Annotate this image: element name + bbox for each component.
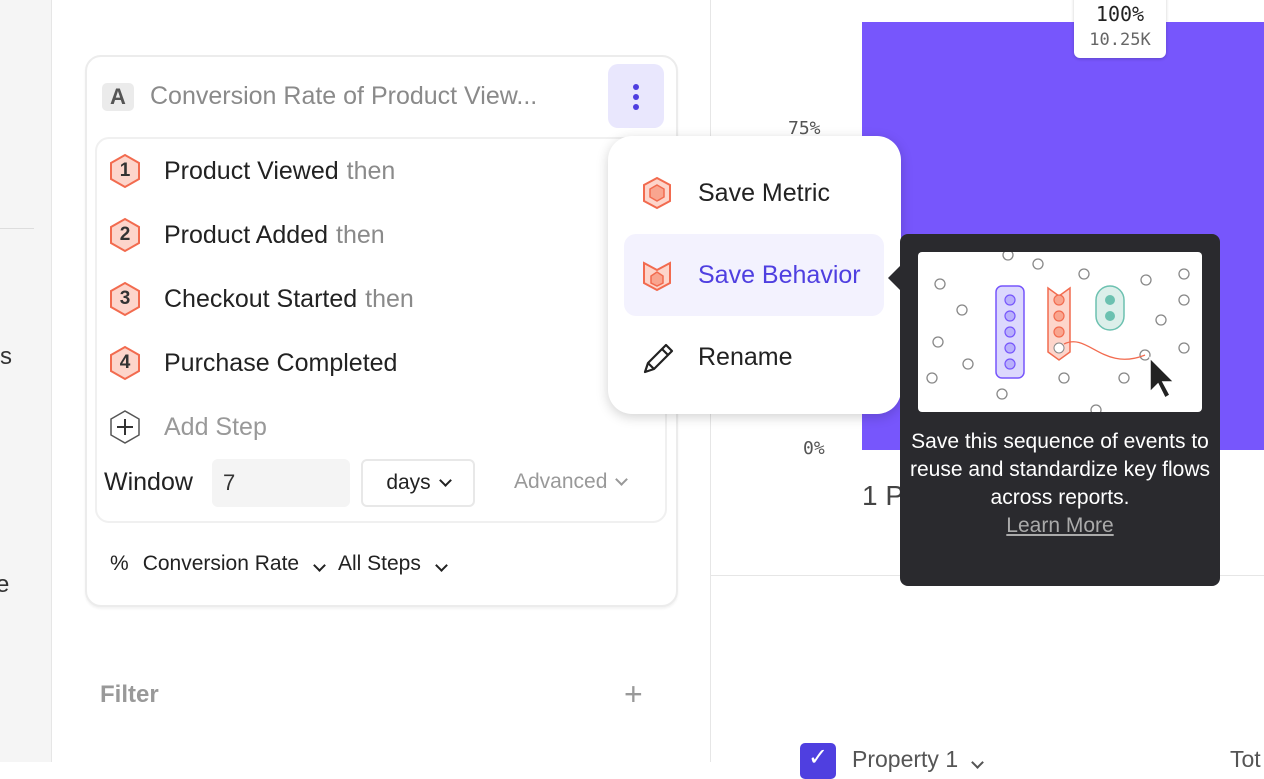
step-suffix: then [365, 284, 414, 313]
options-menu: Save Metric Save Behavior Rename [608, 136, 901, 414]
y-tick: 0% [803, 438, 825, 459]
step-number-icon: 2 [108, 217, 142, 253]
behavior-illustration [918, 252, 1202, 412]
measure-value: Conversion Rate [142, 552, 300, 575]
tooltip-text: Save this sequence of events to reuse an… [910, 430, 1210, 509]
window-unit-select[interactable]: days [361, 459, 475, 507]
menu-item-label: Rename [698, 342, 793, 371]
step-suffix: then [346, 156, 396, 185]
nav-item-fragment[interactable]: s [0, 343, 12, 370]
step-number-icon: 1 [108, 153, 142, 189]
metric-letter-badge: A [102, 83, 134, 111]
menu-item-label: Save Behavior [698, 260, 861, 289]
chevron-down-icon [434, 559, 448, 572]
behavior-tooltip: Save this sequence of events to reuse an… [900, 234, 1220, 586]
behavior-icon [643, 261, 671, 292]
property-column-header[interactable]: Property 1 [852, 746, 984, 773]
menu-item-save-metric[interactable]: Save Metric [624, 152, 884, 234]
left-nav: s e [0, 0, 52, 762]
step-item[interactable]: 1 Product Viewed then [108, 153, 395, 189]
bar-percent: 100% [1095, 2, 1145, 26]
total-column-header: Tot [1230, 746, 1261, 772]
steps-scope-value: All Steps [337, 552, 421, 575]
step-name: Purchase Completed [164, 348, 398, 377]
percent-icon: % [110, 552, 129, 575]
chevron-down-icon [615, 472, 629, 486]
bar-count: 10.25K [1089, 30, 1151, 50]
more-options-button[interactable] [608, 64, 664, 128]
steps-scope-select[interactable]: All Steps [337, 552, 448, 576]
menu-item-save-behavior[interactable]: Save Behavior [624, 234, 884, 316]
menu-item-label: Save Metric [698, 178, 830, 207]
step-item[interactable]: 2 Product Added then [108, 217, 385, 253]
step-number-icon: 3 [108, 281, 142, 317]
nav-divider [0, 228, 34, 229]
metric-hex-icon [643, 176, 671, 210]
chevron-down-icon [970, 756, 984, 769]
chevron-down-icon [313, 559, 326, 572]
property-checkbox[interactable]: ✓ [800, 743, 836, 779]
step-number-icon: 4 [108, 345, 142, 381]
window-input[interactable] [212, 459, 350, 507]
add-filter-button[interactable]: + [624, 676, 643, 712]
add-step-label: Add Step [164, 412, 267, 441]
bar-label: 100% 10.25K [1074, 0, 1166, 58]
add-hex-icon [108, 409, 142, 445]
advanced-toggle[interactable]: Advanced [514, 470, 629, 494]
filter-label: Filter [100, 681, 159, 708]
measure-row: % Conversion Rate All Steps [110, 552, 448, 576]
window-label: Window [104, 468, 193, 496]
step-item[interactable]: 3 Checkout Started then [108, 281, 414, 317]
kebab-dot [633, 104, 639, 110]
pencil-icon [643, 343, 674, 374]
step-name: Checkout Started [164, 284, 358, 313]
add-step-button[interactable]: Add Step [108, 409, 267, 445]
step-suffix: then [336, 220, 385, 249]
cursor-icon [1149, 356, 1176, 400]
metric-card [85, 55, 678, 607]
kebab-dot [633, 94, 639, 100]
window-unit-value: days [386, 471, 431, 494]
y-tick: 75% [788, 118, 821, 139]
menu-item-rename[interactable]: Rename [624, 316, 884, 398]
metric-title[interactable]: Conversion Rate of Product View... [150, 82, 538, 110]
measure-select[interactable]: Conversion Rate [142, 552, 326, 576]
step-name: Product Added [164, 220, 329, 249]
kebab-icon [633, 84, 639, 90]
step-item[interactable]: 4 Purchase Completed [108, 345, 397, 381]
nav-item-fragment[interactable]: e [0, 571, 10, 598]
tooltip-arrow [888, 266, 900, 290]
step-name: Product Viewed [164, 156, 339, 185]
advanced-label: Advanced [514, 470, 608, 493]
learn-more-link[interactable]: Learn More [1006, 514, 1114, 537]
property-label: Property 1 [852, 746, 959, 772]
x-category-label: 1 P [862, 480, 905, 511]
chevron-down-icon [438, 473, 452, 487]
